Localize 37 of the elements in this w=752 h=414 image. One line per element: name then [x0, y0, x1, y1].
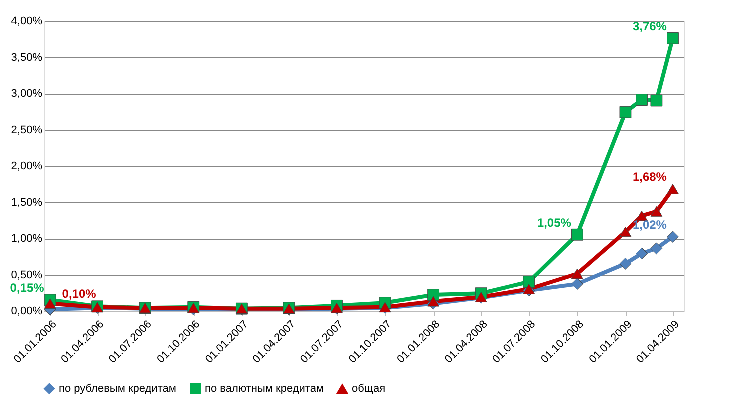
point: [44, 298, 56, 309]
y-tick-label: 4,00%: [11, 16, 43, 28]
point: [667, 184, 679, 194]
point: [523, 276, 536, 288]
point: [571, 268, 584, 280]
point: [571, 228, 584, 241]
point: [650, 94, 663, 107]
y-tick-label: 2,00%: [11, 160, 43, 172]
data-label: 1,68%: [632, 170, 668, 184]
point: [636, 210, 648, 222]
y-tick-label: 0,50%: [11, 269, 43, 282]
y-tick-label: 3,00%: [11, 88, 43, 100]
y-tick-label: 2,50%: [11, 124, 43, 136]
point: [620, 106, 632, 118]
data-label: 1,05%: [537, 216, 572, 230]
point: [667, 32, 679, 44]
point: [636, 94, 648, 106]
legend-label: по валютным кредитам: [205, 382, 324, 395]
y-tick-label: 1,00%: [11, 233, 43, 245]
point: [636, 248, 648, 260]
y-tick-label: 0,00%: [11, 306, 43, 318]
point: [667, 231, 679, 243]
legend-label: по рублевым кредитам: [59, 382, 176, 395]
point: [620, 258, 632, 270]
data-label: 0,10%: [62, 286, 97, 301]
y-tick-label: 1,50%: [11, 196, 43, 209]
data-label: 1,02%: [632, 218, 668, 232]
data-label: 0,15%: [10, 281, 45, 296]
point: [571, 278, 584, 290]
point: [620, 226, 632, 238]
data-label: 3,76%: [632, 19, 668, 34]
point: [523, 284, 536, 294]
point: [650, 206, 663, 217]
y-tick-label: 3,50%: [11, 52, 43, 64]
point: [650, 242, 663, 255]
point: [428, 296, 440, 307]
legend-label: общая: [352, 383, 386, 396]
